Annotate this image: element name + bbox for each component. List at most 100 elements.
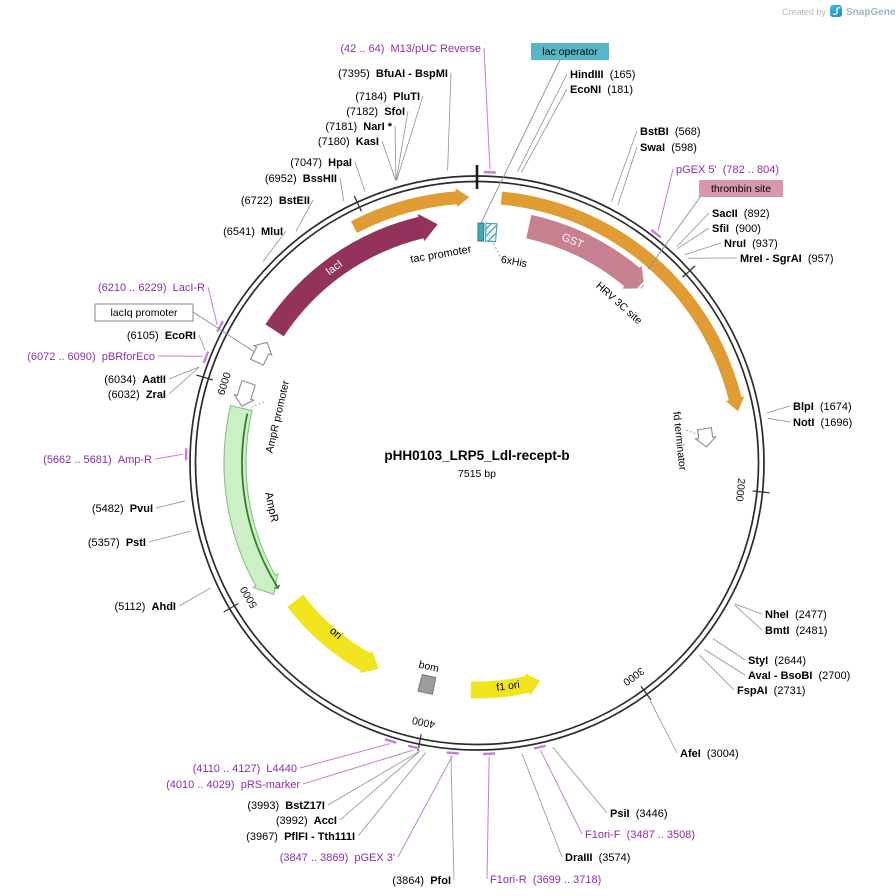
- coordinate-label-2000: 2000: [733, 478, 747, 503]
- feature-label-fd-terminator[interactable]: fd terminator: [670, 411, 688, 471]
- leader-mlui: [262, 230, 287, 262]
- site-label-f1ori-f[interactable]: F1ori-F (3487 .. 3508): [585, 829, 695, 841]
- site-label-avai-bsobi[interactable]: AvaI - BsoBI (2700): [748, 670, 850, 682]
- leader-pgex-3: [397, 755, 453, 858]
- laciq-promoter-label[interactable]: lacIq promoter: [110, 307, 178, 319]
- site-label-bstz17i[interactable]: (3993) BstZ17I: [247, 800, 325, 812]
- feature-laciq-promoter[interactable]: [249, 341, 273, 366]
- thrombin-site-label[interactable]: thrombin site: [711, 183, 771, 195]
- site-label-sfoi[interactable]: (7182) SfoI: [346, 106, 405, 118]
- feature-gst-tag[interactable]: [526, 214, 645, 289]
- leader-laciq-promoter-label: [192, 311, 256, 353]
- site-label-sacii[interactable]: SacII (892): [712, 208, 769, 220]
- site-label-laci-r[interactable]: (6210 .. 6229) LacI-R: [98, 282, 205, 294]
- feature-ampr-promoter[interactable]: [233, 379, 256, 407]
- site-label-noti[interactable]: NotI (1696): [793, 417, 852, 429]
- site-label-pflfi-tth111i[interactable]: (3967) PflFI - Tth111I: [246, 831, 355, 843]
- site-label-fspai[interactable]: FspAI (2731): [737, 685, 805, 697]
- site-label-nari[interactable]: (7181) NarI *: [325, 121, 392, 133]
- lac-operator-label-box[interactable]: [531, 43, 609, 60]
- site-label-econi[interactable]: EcoNI (181): [570, 84, 633, 96]
- feature-label-ampr-promoter[interactable]: AmpR promoter: [264, 379, 292, 454]
- site-label-prs-marker[interactable]: (4010 .. 4029) pRS-marker: [166, 779, 300, 791]
- site-label-draiii[interactable]: DraIII (3574): [565, 852, 630, 864]
- site-label-pvui[interactable]: (5482) PvuI: [92, 503, 153, 515]
- site-label-kasi[interactable]: (7180) KasI: [318, 136, 379, 148]
- coordinate-label-3000: 3000: [620, 664, 646, 688]
- leader-ecori: [198, 334, 206, 351]
- site-label-styi[interactable]: StyI (2644): [748, 655, 806, 667]
- leader-sacii: [676, 212, 710, 248]
- primer-tick-pbrforeco: [202, 351, 210, 364]
- site-label-f1ori-r[interactable]: F1ori-R (3699 .. 3718): [490, 874, 601, 886]
- leader-pvui: [155, 500, 186, 509]
- site-label-psti[interactable]: (5357) PstI: [88, 537, 146, 549]
- site-label-afei[interactable]: AfeI (3004): [680, 748, 739, 760]
- feature-label-bom[interactable]: bom: [417, 659, 440, 675]
- site-label-ahdi[interactable]: (5112) AhdI: [114, 601, 176, 613]
- site-label-ecori[interactable]: (6105) EcoRI: [127, 330, 196, 342]
- site-label-pgex-3[interactable]: (3847 .. 3869) pGEX 3': [280, 852, 395, 864]
- leader-sfoi: [395, 110, 409, 181]
- primer-tick-f1ori-r: [482, 752, 496, 756]
- lac-operator-label[interactable]: lac operator: [542, 46, 598, 58]
- feature-fd-terminator[interactable]: [694, 427, 717, 448]
- feature-bom[interactable]: [417, 673, 437, 695]
- leader-avai-bsobi: [704, 649, 746, 676]
- site-label-pfoi[interactable]: (3864) PfoI: [392, 875, 451, 887]
- site-label-psii[interactable]: PsiI (3446): [610, 808, 668, 820]
- site-label-bsshii[interactable]: (6952) BssHII: [265, 173, 337, 185]
- site-label-zrai[interactable]: (6032) ZraI: [108, 389, 166, 401]
- leader-nrui: [684, 242, 722, 256]
- coordinate-label-4000: 4000: [411, 714, 436, 730]
- site-label-amp-r[interactable]: (5662 .. 5681) Amp-R: [43, 454, 152, 466]
- feature-label-6xhis[interactable]: 6xHis: [500, 254, 528, 271]
- site-label-bfuai-bspmi[interactable]: (7395) BfuAI - BspMI: [338, 68, 448, 80]
- site-label-mlui[interactable]: (6541) MluI: [223, 226, 283, 238]
- site-label-aatii[interactable]: (6034) AatII: [104, 374, 166, 386]
- leader-bstbi: [611, 130, 638, 202]
- feature-label-tac-promoter[interactable]: tac promoter: [409, 243, 472, 265]
- site-label-hpai[interactable]: (7047) HpaI: [290, 157, 352, 169]
- site-label-pbrforeco[interactable]: (6072 .. 6090) pBRforEco: [27, 351, 155, 363]
- site-label-bstbi[interactable]: BstBI (568): [640, 126, 701, 138]
- feature-ori[interactable]: [287, 594, 379, 674]
- site-label-mrei-sgrai[interactable]: MreI - SgrAI (957): [740, 253, 834, 265]
- feature-lac-operator[interactable]: [477, 222, 485, 242]
- site-label-acci[interactable]: (3992) AccI: [276, 815, 337, 827]
- leader-aatii: [168, 366, 200, 380]
- site-label-pluti[interactable]: (7184) PluTI: [355, 91, 420, 103]
- feature-label-f1-ori[interactable]: f1 ori: [496, 679, 521, 694]
- feature-laci-cds[interactable]: [265, 213, 438, 337]
- feature-tac-promoter[interactable]: [350, 188, 470, 233]
- feature-insert-orf[interactable]: [500, 191, 745, 412]
- feature-his6-tag[interactable]: [484, 222, 498, 243]
- site-label-bsteii[interactable]: (6722) BstEII: [241, 195, 310, 207]
- leader-ahdi: [178, 587, 211, 607]
- site-label-hindiii[interactable]: HindIII (165): [570, 69, 635, 81]
- site-label-swai[interactable]: SwaI (598): [640, 142, 697, 154]
- leader-thrombin-site-label: [647, 195, 702, 270]
- site-label-sfii[interactable]: SfiI (900): [712, 223, 761, 235]
- site-label-m13-puc-reverse[interactable]: (42 .. 64) M13/pUC Reverse: [340, 43, 481, 55]
- laciq-promoter-label-box[interactable]: [94, 303, 194, 322]
- site-label-nhei[interactable]: NheI (2477): [765, 609, 827, 621]
- site-label-l4440[interactable]: (4110 .. 4127) L4440: [193, 763, 297, 775]
- site-label-blpi[interactable]: BlpI (1674): [793, 401, 852, 413]
- site-label-pgex-5[interactable]: pGEX 5' (782 .. 804): [676, 164, 779, 176]
- feature-label-ampr[interactable]: AmpR: [262, 491, 280, 523]
- primer-tick-pgex-5: [650, 229, 662, 239]
- leader-swai: [617, 146, 638, 206]
- primer-tick-prs-marker: [407, 744, 420, 750]
- feature-ampr-cds[interactable]: [223, 404, 279, 596]
- thrombin-site-label-box[interactable]: [699, 180, 783, 197]
- site-label-nrui[interactable]: NruI (937): [724, 238, 778, 250]
- leader-prs-marker: [302, 749, 414, 785]
- watermark-brand[interactable]: SnapGene: [846, 7, 896, 18]
- site-label-bmti[interactable]: BmtI (2481): [765, 625, 827, 637]
- feature-ampr-translation-line: [241, 413, 278, 587]
- leader-bmti: [734, 604, 763, 631]
- leader-bsteii: [295, 199, 314, 232]
- feature-f1-ori[interactable]: [470, 673, 541, 699]
